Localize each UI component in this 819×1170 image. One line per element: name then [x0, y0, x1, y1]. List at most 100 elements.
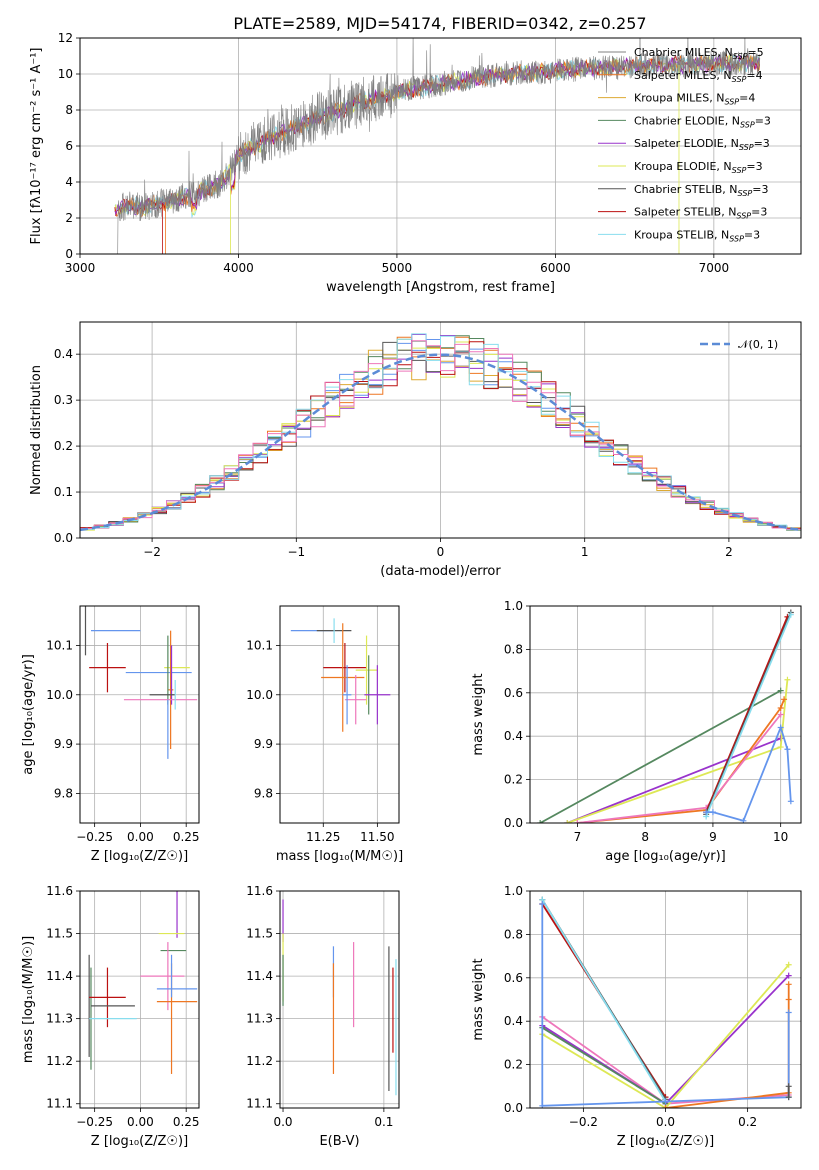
- legend-text: Chabrier STELIB, N: [634, 183, 738, 196]
- spectrum-xlabel: wavelength [Angstrom, rest frame]: [326, 280, 555, 295]
- legend-text: Chabrier MILES, N: [634, 46, 733, 59]
- age-vs-Z-axes: −0.25 0.00 0.25 9.8 9.9 10.0 10.1 Z [log₁₀(Z/Z☉…: [21, 606, 200, 864]
- weight-vs-age-xtick-label: 10: [773, 830, 788, 844]
- residuals-ytick-label: 0.0: [54, 531, 73, 545]
- mass-vs-Z-frame: [79, 890, 200, 1109]
- weight-vs-Z-marks: [539, 896, 792, 1108]
- spectrum-ytick-label: 10: [58, 67, 73, 81]
- weight-vs-Z-xtick-label: 0.2: [738, 1115, 757, 1129]
- weight-vs-age-ytick-label: 0.2: [504, 773, 523, 787]
- weight-point-marker: [539, 901, 546, 908]
- spectrum-ytick-label: 12: [58, 31, 73, 45]
- spectrum-ytick-label: 4: [65, 175, 73, 189]
- weight-point-marker: [785, 996, 792, 1003]
- mass-vs-Z-axes: −0.25 0.00 0.25 11.1 11.2 11.3 11.4 11.5 11.6 Z […: [21, 884, 200, 1149]
- weight-vs-age-xlabel: age [log₁₀(age/yr)]: [605, 849, 726, 864]
- weight-vs-age-xtick-label: 8: [641, 830, 649, 844]
- mass-vs-EBV-axes: 0.0 0.1 11.1 11.2 11.3 11.4 11.5 11.6 E(B-V): [246, 884, 399, 1149]
- weight-point-marker: [777, 724, 784, 731]
- weight-point-marker: [784, 746, 791, 753]
- legend-suffix: =3: [744, 228, 760, 241]
- mass-vs-EBV-frame: [279, 890, 400, 1109]
- weight-vs-Z-ytick-label: 0.8: [504, 927, 523, 941]
- figure-title: PLATE=2589, MJD=54174, FIBERID=0342, z=0…: [233, 14, 646, 33]
- spectrum-ytick-label: 0: [65, 247, 73, 261]
- weight-point-marker: [785, 972, 792, 979]
- weight-vs-age-frame: [529, 605, 802, 824]
- weight-vs-age-ytick-label: 0.4: [504, 729, 523, 743]
- mass-vs-EBV-ytick-label: 11.2: [246, 1054, 273, 1068]
- legend-subscript: SSP: [740, 120, 755, 129]
- legend-text: Kroupa MILES, N: [634, 92, 724, 105]
- legend-label: Salpeter MILES, NSSP=4: [634, 69, 763, 84]
- weight-point-marker: [787, 611, 794, 618]
- residuals-marks: [80, 333, 801, 532]
- legend-label: 𝒩(0, 1): [738, 338, 778, 351]
- weight-vs-age-marks: [537, 609, 794, 823]
- weight-vs-age-xtick-label: 9: [709, 830, 717, 844]
- weight-vs-Z-ylabel: mass weight: [471, 958, 486, 1040]
- weight-vs-Z-ytick-label: 0.6: [504, 971, 523, 985]
- age-vs-mass-ytick-label: 9.8: [254, 786, 273, 800]
- spectrum-marks: [114, 38, 761, 254]
- data-spectrum-line: [114, 38, 761, 254]
- weight-series-line: [541, 964, 790, 1108]
- histogram-step: [80, 340, 801, 530]
- legend-label: Chabrier ELODIE, NSSP=3: [634, 114, 771, 129]
- legend-text: Chabrier ELODIE, N: [634, 114, 740, 127]
- weight-vs-age-ylabel: mass weight: [471, 673, 486, 755]
- mass-vs-Z-marks: [88, 891, 198, 1074]
- age-vs-Z-xtick-label: 0.00: [127, 830, 154, 844]
- legend-label: Chabrier STELIB, NSSP=3: [634, 183, 768, 198]
- spectrum-ytick-label: 2: [65, 211, 73, 225]
- age-vs-Z-marks: [84, 606, 198, 759]
- weight-point-marker: [787, 798, 794, 805]
- legend-suffix: =3: [751, 206, 767, 219]
- weight-series-line: [705, 616, 789, 813]
- plot-layer: 3000 4000 5000 6000 7000024681012wavelength …: [21, 31, 802, 1149]
- spectrum-xtick-label: 4000: [223, 261, 254, 275]
- legend-subscript: SSP: [732, 75, 747, 84]
- mass-vs-EBV-ytick-label: 11.6: [246, 884, 273, 898]
- legend-subscript: SSP: [736, 212, 751, 221]
- age-vs-mass-frame: [279, 605, 400, 824]
- legend-suffix: =3: [752, 183, 768, 196]
- legend-label: Kroupa STELIB, NSSP=3: [634, 228, 760, 243]
- residuals-frame: [79, 321, 802, 539]
- weight-point-marker: [781, 696, 788, 703]
- weight-series-line: [665, 984, 790, 1108]
- legend-label: Chabrier MILES, NSSP=5: [634, 46, 764, 61]
- weight-point-marker: [777, 704, 784, 711]
- mass-vs-Z-ylabel: mass [log₁₀(M/M☉)]: [21, 936, 36, 1063]
- residuals-ytick-label: 0.3: [54, 393, 73, 407]
- weight-series-line: [566, 737, 782, 823]
- age-vs-mass-xlabel: mass [log₁₀(M/M☉)]: [276, 849, 403, 864]
- residuals-xtick-label: 2: [725, 545, 733, 559]
- age-vs-Z-ytick-label: 9.9: [54, 737, 73, 751]
- mass-vs-EBV-xtick-label: 0.0: [273, 1115, 292, 1129]
- age-vs-mass-ytick-label: 10.1: [246, 638, 273, 652]
- weight-vs-age-xtick-label: 7: [574, 830, 582, 844]
- spectrum-xtick-label: 3000: [65, 261, 96, 275]
- weight-vs-Z-axes: −0.2 0.0 0.2 0.0 0.2 0.4 0.6 0.8 1.0 Z [log₁₀(Z/Z…: [471, 884, 801, 1149]
- mass-vs-Z-xtick-label: −0.25: [76, 1115, 113, 1129]
- legend-subscript: SSP: [729, 234, 744, 243]
- mass-vs-EBV-ytick-label: 11.3: [246, 1012, 273, 1026]
- legend-label: Kroupa MILES, NSSP=4: [634, 92, 755, 107]
- legend-text: Salpeter MILES, N: [634, 69, 732, 82]
- mass-vs-Z-xlabel: Z [log₁₀(Z/Z☉)]: [91, 1134, 188, 1149]
- residuals-xlabel: (data-model)/error: [380, 564, 501, 579]
- mass-vs-Z-ytick-label: 11.5: [46, 927, 73, 941]
- age-vs-Z-frame: [79, 605, 200, 824]
- weight-point-marker: [537, 820, 544, 823]
- residuals-xtick-label: 1: [581, 545, 589, 559]
- weight-point-marker: [709, 809, 716, 816]
- weight-series-line: [706, 724, 792, 822]
- weight-point-marker: [777, 711, 784, 718]
- mass-vs-Z-ytick-label: 11.6: [46, 884, 73, 898]
- residuals-ylabel: Normed distribution: [29, 365, 44, 495]
- weight-vs-Z-xlabel: Z [log₁₀(Z/Z☉)]: [617, 1134, 714, 1149]
- weight-point-marker: [662, 1105, 669, 1108]
